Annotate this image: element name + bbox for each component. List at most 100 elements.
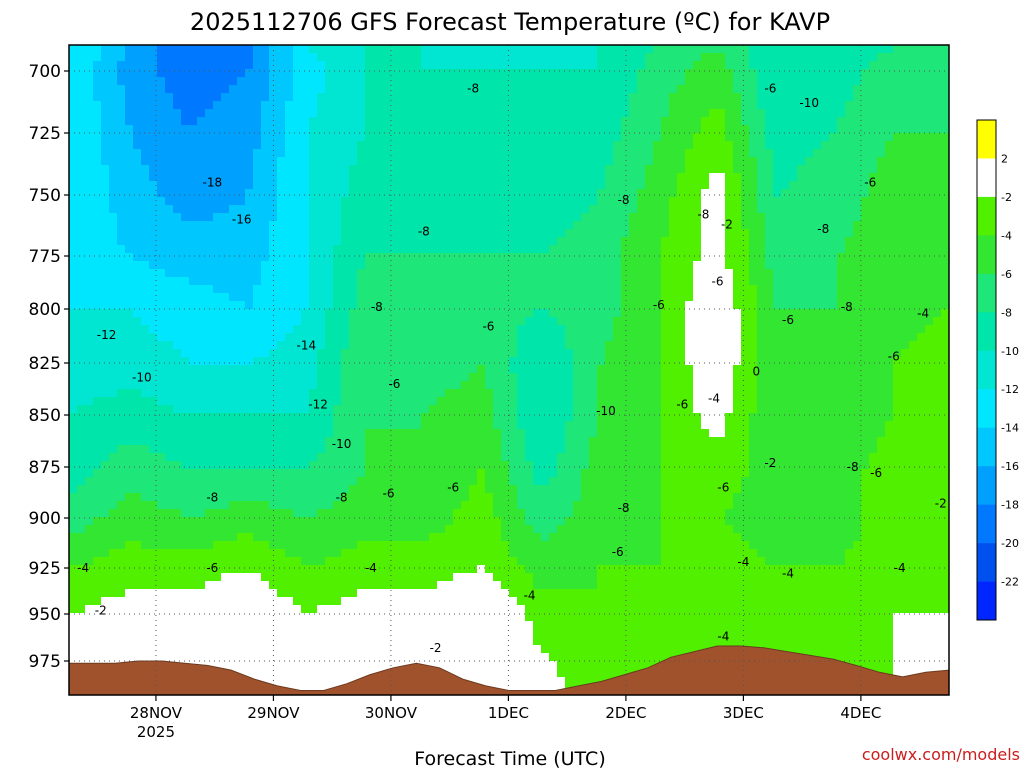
field-cell: [501, 293, 510, 302]
field-cell: [269, 165, 278, 174]
field-cell: [133, 509, 142, 518]
field-cell: [373, 285, 382, 294]
field-cell: [389, 405, 398, 414]
field-cell: [525, 93, 534, 102]
field-cell: [341, 277, 350, 286]
field-cell: [461, 245, 470, 254]
field-cell: [341, 445, 350, 454]
field-cell: [85, 325, 94, 334]
field-cell: [341, 189, 350, 198]
field-cell: [509, 429, 518, 438]
field-cell: [253, 277, 262, 286]
field-cell: [245, 349, 254, 358]
field-cell: [181, 461, 190, 470]
field-cell: [293, 573, 302, 582]
field-cell: [261, 485, 270, 494]
field-cell: [245, 77, 254, 86]
field-cell: [173, 509, 182, 518]
field-cell: [405, 493, 414, 502]
field-cell: [405, 565, 414, 574]
field-cell: [317, 381, 326, 390]
field-cell: [85, 261, 94, 270]
field-cell: [277, 61, 286, 70]
field-cell: [533, 245, 542, 254]
field-cell: [349, 293, 358, 302]
field-cell: [421, 149, 430, 158]
field-cell: [69, 93, 78, 102]
field-cell: [429, 397, 438, 406]
field-cell: [77, 493, 86, 502]
field-cell: [301, 45, 310, 54]
field-cell: [325, 205, 334, 214]
field-cell: [221, 85, 230, 94]
field-cell: [317, 309, 326, 318]
field-cell: [333, 189, 342, 198]
field-cell: [349, 61, 358, 70]
field-cell: [485, 637, 494, 646]
field-cell: [525, 133, 534, 142]
field-cell: [517, 669, 526, 678]
field-cell: [469, 253, 478, 262]
field-cell: [301, 205, 310, 214]
field-cell: [389, 533, 398, 542]
field-cell: [541, 421, 550, 430]
field-cell: [85, 117, 94, 126]
field-cell: [141, 413, 150, 422]
field-cell: [533, 101, 542, 110]
field-cell: [437, 621, 446, 630]
field-cell: [397, 453, 406, 462]
field-cell: [493, 173, 502, 182]
field-cell: [165, 285, 174, 294]
field-cell: [541, 637, 550, 646]
field-cell: [245, 253, 254, 262]
field-cell: [381, 597, 390, 606]
field-cell: [205, 381, 214, 390]
field-cell: [165, 501, 174, 510]
field-cell: [349, 69, 358, 78]
field-cell: [237, 301, 246, 310]
field-cell: [525, 141, 534, 150]
field-cell: [477, 581, 486, 590]
field-cell: [93, 389, 102, 398]
field-cell: [189, 69, 198, 78]
field-cell: [277, 493, 286, 502]
field-cell: [85, 213, 94, 222]
field-cell: [349, 485, 358, 494]
field-cell: [541, 197, 550, 206]
field-cell: [253, 333, 262, 342]
field-cell: [429, 501, 438, 510]
field-cell: [165, 453, 174, 462]
field-cell: [381, 261, 390, 270]
field-cell: [349, 317, 358, 326]
field-cell: [541, 93, 550, 102]
field-cell: [93, 461, 102, 470]
field-cell: [77, 573, 86, 582]
field-cell: [253, 53, 262, 62]
field-cell: [317, 405, 326, 414]
field-cell: [525, 373, 534, 382]
field-cell: [109, 109, 118, 118]
field-cell: [533, 237, 542, 246]
field-cell: [285, 261, 294, 270]
field-cell: [101, 477, 110, 486]
field-cell: [101, 557, 110, 566]
field-cell: [477, 349, 486, 358]
field-cell: [245, 149, 254, 158]
field-cell: [69, 141, 78, 150]
field-cell: [365, 317, 374, 326]
field-cell: [477, 629, 486, 638]
field-cell: [373, 173, 382, 182]
field-cell: [109, 157, 118, 166]
field-cell: [69, 253, 78, 262]
field-cell: [525, 573, 534, 582]
field-cell: [373, 437, 382, 446]
field-cell: [149, 109, 158, 118]
field-cell: [181, 109, 190, 118]
field-cell: [205, 645, 214, 654]
field-cell: [221, 405, 230, 414]
field-cell: [245, 133, 254, 142]
field-cell: [341, 165, 350, 174]
field-cell: [197, 141, 206, 150]
field-cell: [389, 93, 398, 102]
field-cell: [317, 461, 326, 470]
